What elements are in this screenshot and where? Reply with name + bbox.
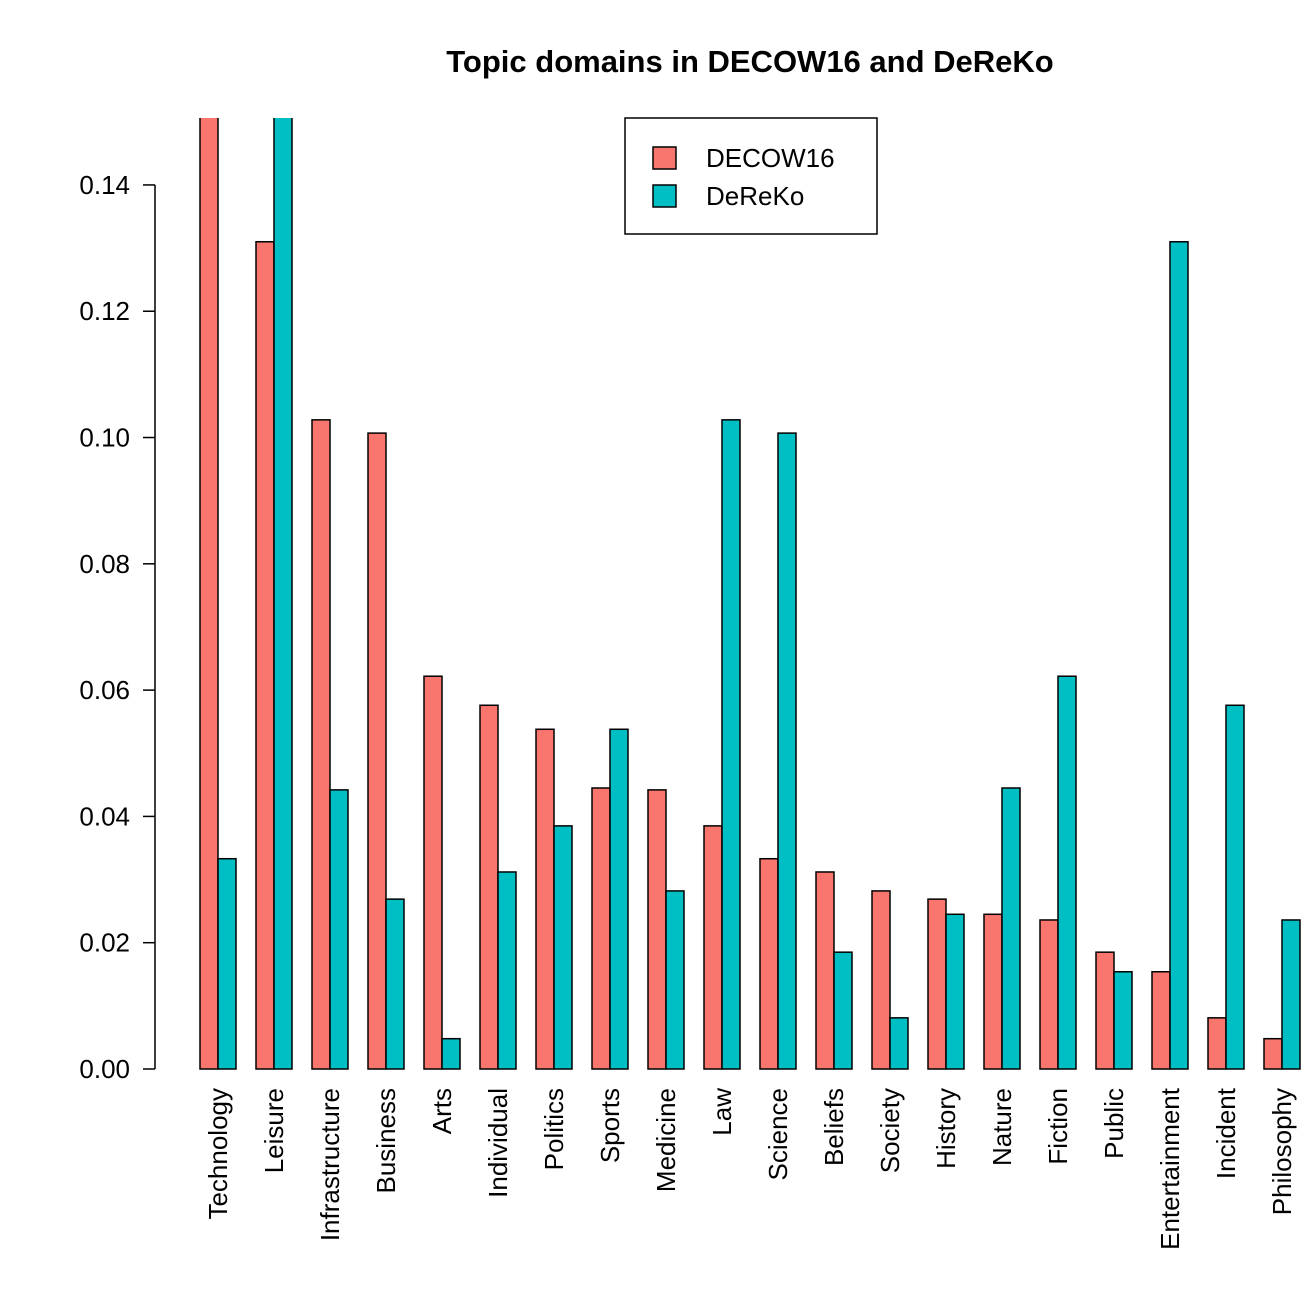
legend-swatch (652, 146, 677, 170)
x-tick-label: Incident (1211, 1087, 1241, 1179)
bar (1151, 971, 1171, 1070)
y-tick-label: 0.14 (79, 170, 130, 200)
bar (1281, 919, 1301, 1070)
bar (927, 898, 947, 1070)
y-tick-label: 0.04 (79, 801, 130, 831)
bar (871, 890, 891, 1070)
bar (1169, 241, 1189, 1070)
bar (1263, 1037, 1283, 1070)
bar (441, 1037, 461, 1070)
bar (497, 871, 517, 1070)
bar (199, 118, 219, 1070)
bar (721, 419, 741, 1070)
bar (329, 789, 349, 1070)
bar (367, 432, 387, 1070)
x-tick-label: History (931, 1088, 961, 1169)
bar (647, 789, 667, 1070)
x-tick-label: Nature (987, 1088, 1017, 1166)
bar (255, 241, 275, 1070)
x-tick-label: Leisure (259, 1088, 289, 1173)
x-tick-label: Medicine (651, 1088, 681, 1192)
x-tick-label: Law (707, 1088, 737, 1136)
x-tick-label: Politics (539, 1088, 569, 1170)
y-tick-label: 0.08 (79, 549, 130, 579)
bar (479, 704, 499, 1070)
legend-label: DeReKo (706, 181, 804, 211)
bar (1001, 787, 1021, 1070)
legend-box (624, 117, 878, 235)
x-tick-label: Arts (427, 1088, 457, 1134)
bar (1057, 675, 1077, 1070)
y-tick-label: 0.00 (79, 1054, 130, 1084)
bar (983, 913, 1003, 1070)
bar (1095, 951, 1115, 1070)
bar (535, 728, 555, 1070)
bar (1207, 1017, 1227, 1070)
legend-swatch (652, 184, 677, 208)
bar (1039, 919, 1059, 1070)
x-tick-label: Technology (203, 1088, 233, 1220)
bar (1113, 971, 1133, 1070)
plot-area (199, 118, 1301, 1070)
x-tick-label: Individual (483, 1088, 513, 1198)
bar (665, 890, 685, 1070)
bar (703, 825, 723, 1070)
x-tick-label: Public (1099, 1088, 1129, 1159)
bar (777, 432, 797, 1070)
y-tick-label: 0.10 (79, 423, 130, 453)
x-tick-label: Sports (595, 1088, 625, 1163)
x-tick-label: Society (875, 1088, 905, 1173)
y-tick-label: 0.12 (79, 296, 130, 326)
chart-title: Topic domains in DECOW16 and DeReKo (446, 44, 1053, 79)
x-tick-label: Entertainment (1155, 1087, 1185, 1250)
legend-label: DECOW16 (706, 143, 835, 173)
bar (889, 1017, 909, 1070)
x-tick-label: Fiction (1043, 1088, 1073, 1165)
bar (591, 787, 611, 1070)
x-tick-label: Philosophy (1267, 1088, 1297, 1215)
bar (385, 898, 405, 1070)
x-tick-label: Beliefs (819, 1088, 849, 1166)
bar (273, 118, 293, 1070)
bar (553, 825, 573, 1070)
bar (759, 857, 779, 1070)
bar (423, 675, 443, 1070)
bar (609, 728, 629, 1070)
bar (1225, 704, 1245, 1070)
bar (311, 419, 331, 1070)
x-tick-label: Infrastructure (315, 1088, 345, 1241)
bar (217, 857, 237, 1070)
bar (833, 951, 853, 1070)
x-tick-label: Science (763, 1088, 793, 1181)
bar (945, 913, 965, 1070)
bar (815, 871, 835, 1070)
y-tick-label: 0.02 (79, 928, 130, 958)
y-tick-label: 0.06 (79, 675, 130, 705)
x-tick-label: Business (371, 1088, 401, 1194)
